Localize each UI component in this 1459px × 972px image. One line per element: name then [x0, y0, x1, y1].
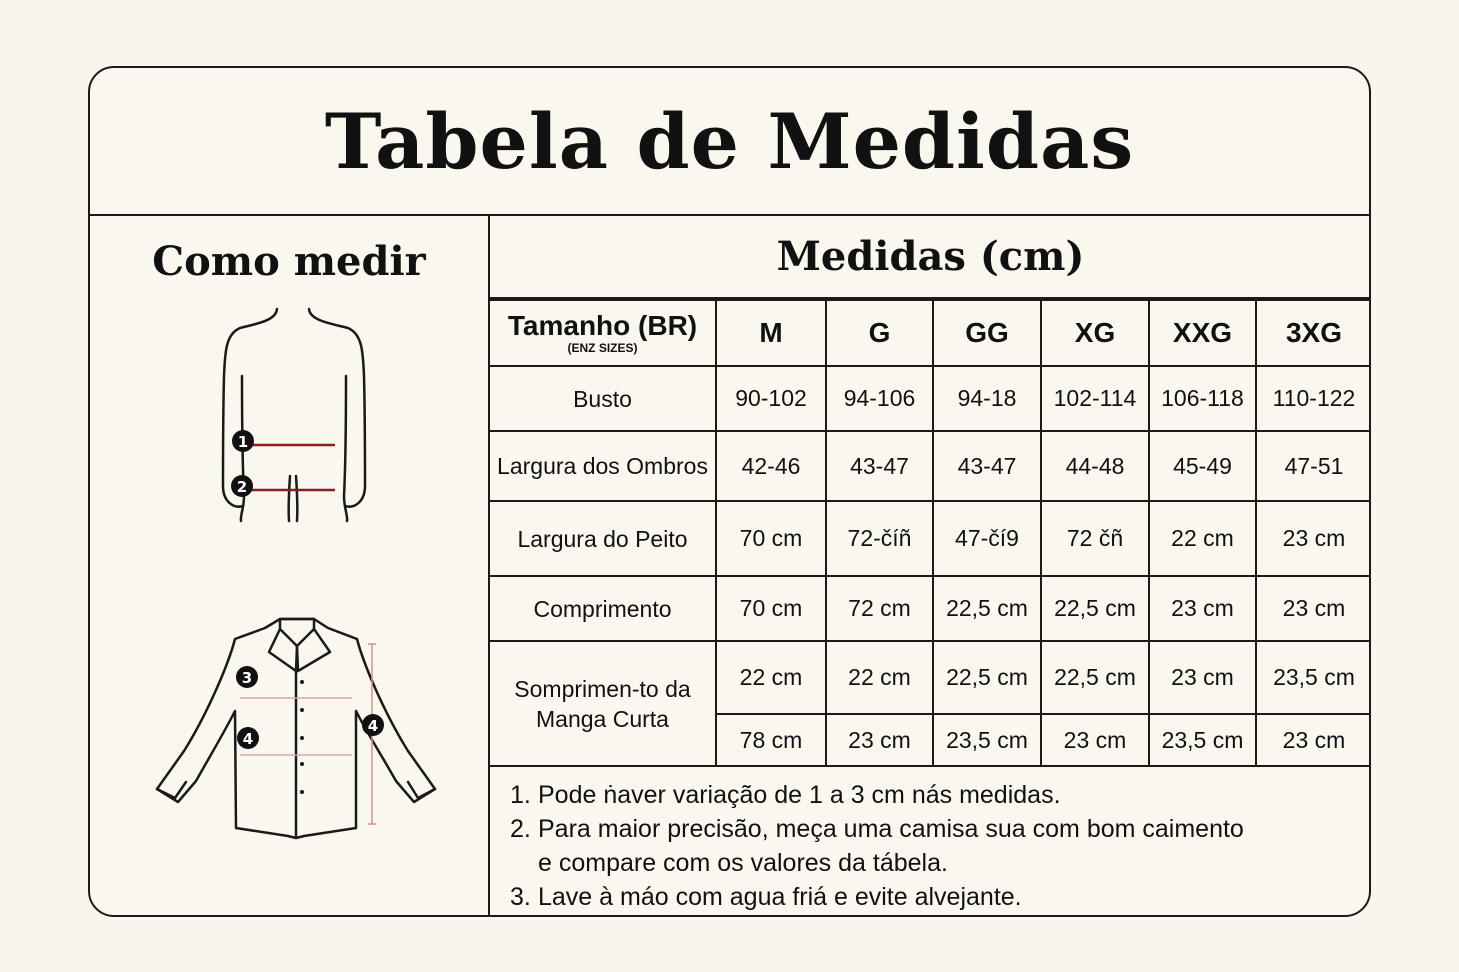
- row-label: Largura do Peito: [490, 500, 717, 577]
- shirt-illustration: [155, 617, 437, 840]
- size-column-header: G: [825, 299, 934, 367]
- svg-text:2: 2: [237, 478, 247, 496]
- marker-2-icon: 2: [231, 475, 253, 497]
- size-header-cell: Tamanho (BR) (ENZ SIZES): [490, 299, 717, 367]
- table-row: 78 cm 23 cm 23,5 cm 23 cm 23,5 cm 23 cm: [490, 713, 1371, 767]
- size-column-header: GG: [932, 299, 1042, 367]
- size-column-header: XG: [1040, 299, 1150, 367]
- page-title: Tabela de Medidas: [90, 68, 1369, 216]
- marker-1-icon: 1: [232, 430, 254, 452]
- table-cell: 42-46: [715, 430, 827, 502]
- table-cell: 22 cm: [715, 640, 827, 715]
- note-text: Lave à máo com agua friá e evite alvejan…: [538, 883, 1022, 911]
- shirt-buttons: [300, 680, 304, 794]
- note-number: 2.: [510, 815, 531, 843]
- table-row: Busto 90-102 94-106 94-18 102-114 106-11…: [490, 365, 1371, 432]
- table-cell: 23 cm: [1148, 575, 1257, 642]
- note-item: 3. Lave à máo com agua friá e evite alve…: [510, 880, 1350, 914]
- table-cell: 23 cm: [1255, 500, 1371, 577]
- table-cell: 22,5 cm: [1040, 640, 1150, 715]
- table-cell: 94-18: [932, 365, 1042, 432]
- how-to-measure-title: Como medir: [152, 238, 426, 285]
- table-cell: 45-49: [1148, 430, 1257, 502]
- marker-4b-icon: 4: [362, 714, 384, 736]
- table-cell: 22,5 cm: [932, 575, 1042, 642]
- note-number: 1.: [510, 781, 531, 809]
- table-cell: 23 cm: [1255, 575, 1371, 642]
- table-cell: 23 cm: [1255, 713, 1371, 767]
- svg-text:1: 1: [238, 433, 248, 451]
- table-cell: 44-48: [1040, 430, 1150, 502]
- measurement-figures: 1 2 3 4 4: [155, 307, 437, 840]
- table-cell: 43-47: [932, 430, 1042, 502]
- table-header-row: Tamanho (BR) (ENZ SIZES) M G GG XG XXG 3…: [490, 299, 1371, 367]
- table-cell: 23 cm: [1040, 713, 1150, 767]
- size-column-header: 3XG: [1255, 299, 1371, 367]
- table-cell: 47-čí9: [932, 500, 1042, 577]
- size-table: Tamanho (BR) (ENZ SIZES) M G GG XG XXG 3…: [490, 299, 1371, 767]
- table-row: Largura dos Ombros 42-46 43-47 43-47 44-…: [490, 430, 1371, 502]
- table-cell: 22 cm: [825, 640, 934, 715]
- table-cell: 43-47: [825, 430, 934, 502]
- note-number: 3.: [510, 883, 531, 911]
- size-column-header: XXG: [1148, 299, 1257, 367]
- marker-4-icon: 4: [237, 727, 259, 749]
- note-item: 2. Para maior precisão, meça uma camisa …: [510, 812, 1350, 880]
- row-label: Largura dos Ombros: [490, 430, 717, 502]
- table-cell: 23 cm: [825, 713, 934, 767]
- svg-text:4: 4: [243, 730, 253, 748]
- measurements-panel: Medidas (cm) Tamanho (BR) (ENZ SIZES) M …: [490, 216, 1371, 917]
- table-row: Somprimen-to da Manga Curta 22 cm 22 cm …: [490, 640, 1371, 767]
- table-cell: 72-číñ: [825, 500, 934, 577]
- notes-list: 1. Pode ṅaver variação de 1 a 3 cm nás m…: [510, 778, 1350, 914]
- size-header-sublabel: (ENZ SIZES): [567, 341, 638, 355]
- note-text: Para maior precisão, meça uma camisa sua…: [538, 815, 1244, 877]
- table-row: Comprimento 70 cm 72 cm 22,5 cm 22,5 cm …: [490, 575, 1371, 642]
- table-cell: 72 cm: [825, 575, 934, 642]
- svg-text:4: 4: [368, 717, 378, 735]
- table-cell: 22,5 cm: [1040, 575, 1150, 642]
- table-cell: 90-102: [715, 365, 827, 432]
- table-cell: 22 cm: [1148, 500, 1257, 577]
- table-cell: 22,5 cm: [932, 640, 1042, 715]
- table-cell: 102-114: [1040, 365, 1150, 432]
- size-header-label: Tamanho (BR): [507, 310, 698, 341]
- table-cell: 23 cm: [1148, 640, 1257, 715]
- table-cell: 78 cm: [716, 713, 827, 767]
- row-label: Busto: [490, 365, 717, 432]
- row-label: Comprimento: [490, 575, 717, 642]
- table-cell: 110-122: [1255, 365, 1371, 432]
- table-cell: 72 čñ: [1040, 500, 1150, 577]
- table-row: Largura do Peito 70 cm 72-číñ 47-čí9 72 …: [490, 500, 1371, 577]
- table-cell: 70 cm: [715, 575, 827, 642]
- table-cell: 23,5 cm: [1255, 640, 1371, 715]
- note-text: Pode ṅaver variação de 1 a 3 cm nás medi…: [538, 781, 1061, 809]
- measurements-title: Medidas (cm): [490, 216, 1371, 299]
- size-chart-card: Tabela de Medidas Como medir: [88, 66, 1371, 917]
- table-cell: 23,5 cm: [1148, 713, 1257, 767]
- row-label: Somprimen-to da Manga Curta: [490, 640, 717, 767]
- table-cell: 106-118: [1148, 365, 1257, 432]
- table-cell: 23,5 cm: [932, 713, 1042, 767]
- svg-text:3: 3: [242, 669, 252, 687]
- marker-3-icon: 3: [236, 666, 258, 688]
- size-column-header: M: [715, 299, 827, 367]
- how-to-measure-panel: Como medir: [90, 216, 490, 917]
- note-item: 1. Pode ṅaver variação de 1 a 3 cm nás m…: [510, 778, 1350, 812]
- table-cell: 47-51: [1255, 430, 1371, 502]
- table-cell: 70 cm: [715, 500, 827, 577]
- table-cell: 94-106: [825, 365, 934, 432]
